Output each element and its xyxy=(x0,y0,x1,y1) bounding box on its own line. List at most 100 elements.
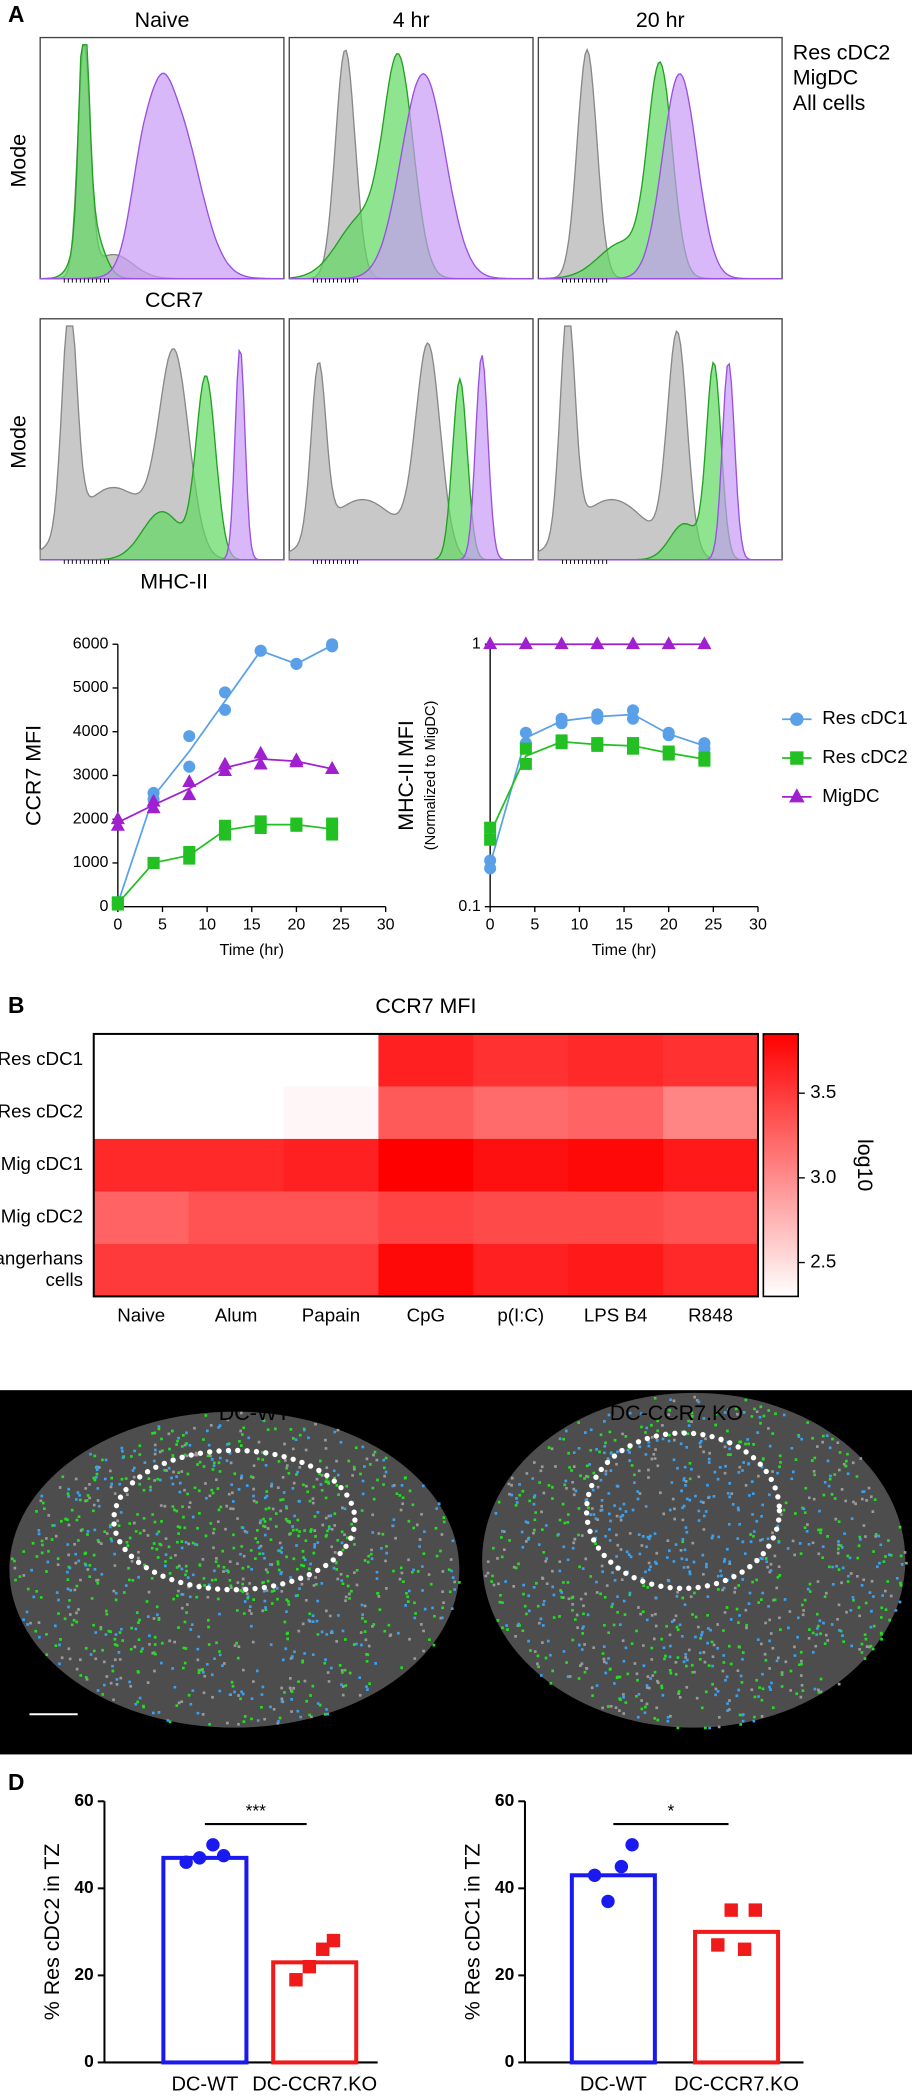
x-tick-label: 10 xyxy=(198,916,216,934)
heatmap-cell xyxy=(473,1243,569,1298)
x-axis-label: Time (hr) xyxy=(219,941,284,959)
data-point xyxy=(179,1855,193,1869)
column-title: 20 hr xyxy=(636,8,685,32)
scale-bar-label: 200 um xyxy=(29,1720,69,1734)
tz-outline xyxy=(583,1430,783,1592)
data-point xyxy=(316,1942,330,1956)
y-tick-label: 3000 xyxy=(73,766,109,784)
data-point xyxy=(661,636,676,650)
legend-label: MigDC xyxy=(793,66,858,90)
heatmap-cell xyxy=(663,1033,759,1088)
legend-label: Res cDC2 xyxy=(793,40,891,64)
heatmap-cell xyxy=(568,1138,664,1193)
significance-label: *** xyxy=(246,1801,267,1821)
x-tick-label: DC-CCR7.KO xyxy=(674,2074,799,2096)
data-point xyxy=(218,686,232,699)
x-tick-label: 25 xyxy=(704,916,722,934)
column-label: Papain xyxy=(302,1304,360,1325)
y-axis-note: (Normalized to MigDC) xyxy=(423,701,439,851)
heatmap-cell xyxy=(93,1086,190,1140)
column-label: R848 xyxy=(688,1304,733,1325)
image-title: DC-WT xyxy=(219,1401,290,1425)
legend-label: Res cDC1 xyxy=(822,707,907,728)
y-tick-label: 40 xyxy=(495,1877,514,1897)
heatmap-cell xyxy=(93,1191,190,1245)
x-tick-label: 15 xyxy=(615,916,633,934)
y-axis-label: Mode xyxy=(7,415,31,469)
histogram-curve xyxy=(538,362,783,561)
data-point xyxy=(590,636,605,650)
heatmap-cell xyxy=(283,1243,380,1298)
x-tick-label: DC-WT xyxy=(171,2074,238,2096)
x-tick-label: 20 xyxy=(287,916,305,934)
histogram-curve xyxy=(40,72,284,280)
data-point xyxy=(289,752,304,766)
panel-label: B xyxy=(8,992,24,1018)
data-point xyxy=(183,730,196,743)
data-point xyxy=(290,657,303,670)
histogram-curve xyxy=(40,348,284,561)
data-point xyxy=(591,708,604,721)
data-point xyxy=(724,1903,738,1917)
data-point xyxy=(218,703,232,716)
row-label: Res cDC2 xyxy=(0,1101,83,1122)
data-point xyxy=(555,734,568,747)
data-point xyxy=(711,1938,725,1952)
legend-marker xyxy=(790,751,804,765)
x-tick-label: 5 xyxy=(530,916,539,934)
x-tick-label: 30 xyxy=(749,916,767,934)
y-tick-label: 6000 xyxy=(73,634,109,652)
column-title: Naive xyxy=(135,8,190,32)
histogram-curve xyxy=(289,355,534,561)
data-point xyxy=(182,787,197,801)
x-tick-label: 25 xyxy=(332,916,350,934)
y-axis-label: MHC-II MFI xyxy=(394,720,418,831)
heatmap-cell xyxy=(378,1086,474,1140)
data-point xyxy=(483,636,498,650)
legend-label: Res cDC2 xyxy=(822,746,907,767)
chart-title: CCR7 MFI xyxy=(375,994,476,1018)
data-point xyxy=(146,793,161,807)
data-point xyxy=(326,1933,341,1948)
data-point xyxy=(554,636,569,650)
data-point xyxy=(217,763,233,777)
x-tick-label: 0 xyxy=(113,916,122,934)
heatmap-cell xyxy=(568,1243,664,1298)
data-point xyxy=(218,819,232,832)
heatmap-cell xyxy=(283,1191,380,1245)
x-axis-label: CCR7 xyxy=(145,288,203,312)
legend-label: Res cDC2 xyxy=(96,1728,194,1752)
y-tick-label: 5000 xyxy=(73,678,109,696)
data-point xyxy=(289,1973,303,1987)
heatmap-cell xyxy=(663,1191,759,1245)
data-point xyxy=(662,745,675,758)
data-point xyxy=(698,751,711,764)
colorbar-label: log10 xyxy=(853,1139,877,1191)
histogram-curve xyxy=(289,72,534,280)
histogram-curve xyxy=(288,341,534,561)
data-point xyxy=(254,644,267,657)
heatmap-cell xyxy=(568,1086,664,1140)
data-point xyxy=(614,1859,629,1874)
histogram-curve xyxy=(537,325,783,561)
legend-marker xyxy=(789,788,805,803)
data-point xyxy=(110,817,125,831)
y-axis-label: CCR7 MFI xyxy=(21,725,45,826)
row-label: Langerhanscells xyxy=(0,1247,83,1289)
colorbar-tick-label: 3.0 xyxy=(810,1166,836,1187)
heatmap-cell xyxy=(378,1191,474,1245)
significance-label: * xyxy=(668,1801,675,1821)
data-point xyxy=(697,636,712,650)
data-point xyxy=(253,756,268,770)
colorbar-tick-label: 3.5 xyxy=(810,1081,836,1102)
y-tick-label: 1 xyxy=(472,634,481,652)
column-label: p(I:C) xyxy=(497,1304,544,1325)
column-title: 4 hr xyxy=(393,8,430,32)
data-point xyxy=(601,1894,615,1909)
y-tick-label: 1000 xyxy=(73,853,109,871)
y-tick-label: 0 xyxy=(84,2051,94,2071)
data-point xyxy=(518,636,533,650)
x-tick-label: 15 xyxy=(243,916,261,934)
legend-label: Res cDC1 xyxy=(214,1728,312,1752)
